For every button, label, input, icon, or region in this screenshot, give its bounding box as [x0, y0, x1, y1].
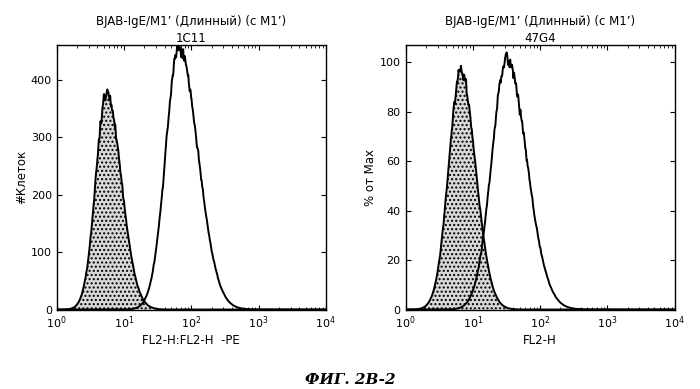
Title: BJAB-IgE/M1’ (Длинный) (с M1’)
47G4: BJAB-IgE/M1’ (Длинный) (с M1’) 47G4: [445, 15, 635, 45]
Text: ФИГ. 2B-2: ФИГ. 2B-2: [304, 373, 395, 387]
X-axis label: FL2-H: FL2-H: [523, 334, 557, 347]
X-axis label: FL2-H:FL2-H  -PE: FL2-H:FL2-H -PE: [142, 334, 240, 347]
Title: BJAB-IgE/M1’ (Длинный) (с M1’)
1C11: BJAB-IgE/M1’ (Длинный) (с M1’) 1C11: [96, 15, 286, 45]
Y-axis label: % от Max: % от Max: [364, 149, 377, 206]
Y-axis label: #Клеток: #Клеток: [15, 150, 28, 204]
